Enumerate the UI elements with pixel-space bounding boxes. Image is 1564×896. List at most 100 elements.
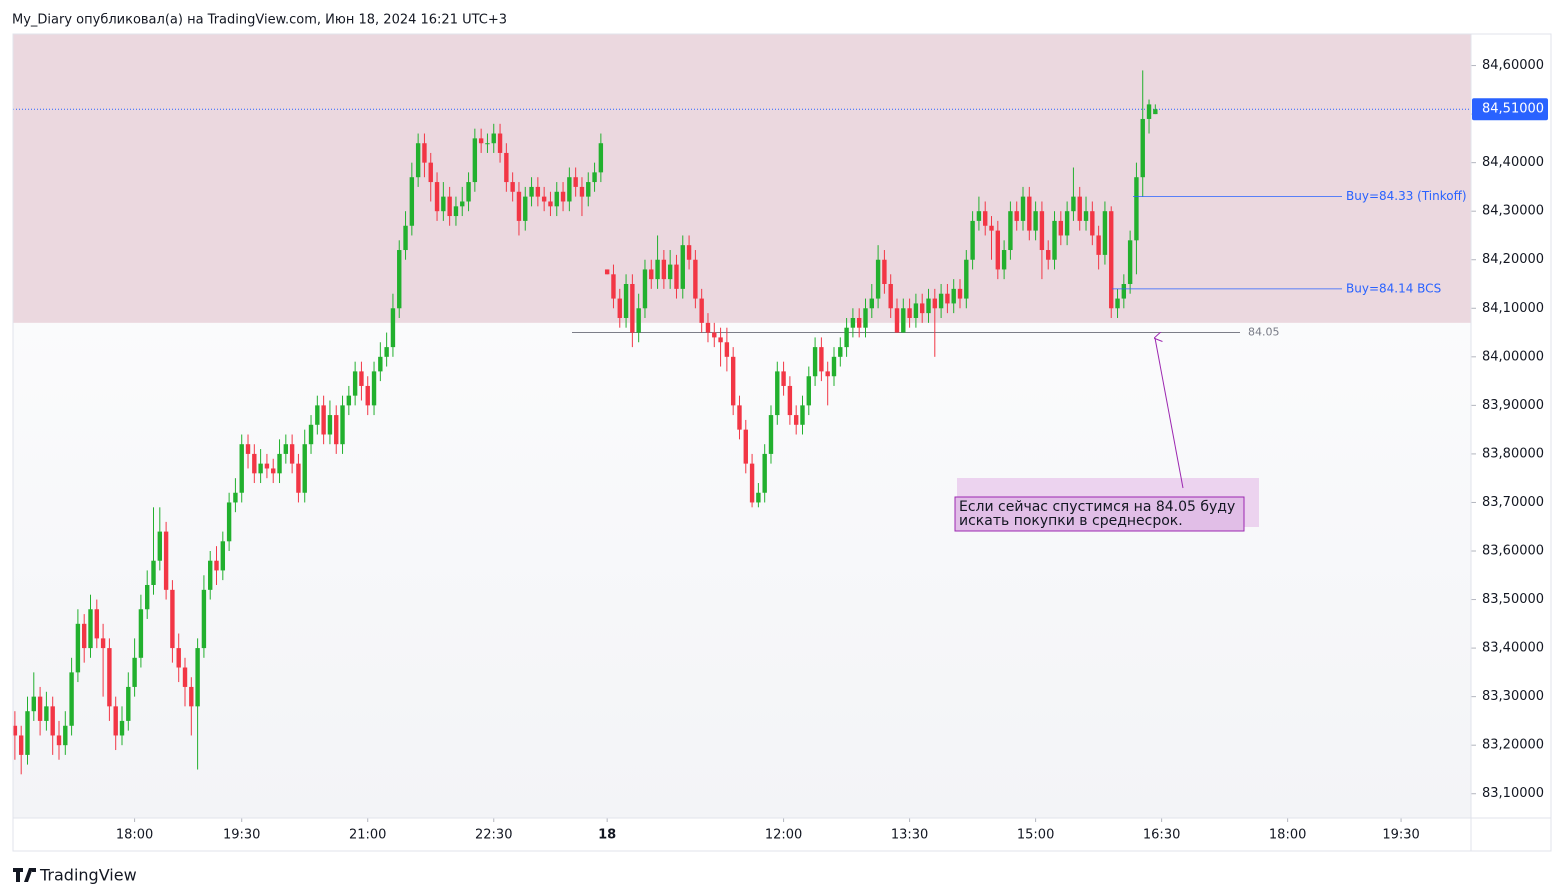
candle-body xyxy=(989,225,994,231)
candle-body xyxy=(453,206,459,217)
candle-body xyxy=(145,584,150,610)
candle-body xyxy=(831,356,837,377)
candle-body xyxy=(838,347,843,357)
y-tick-label: 83,20000 xyxy=(1482,738,1544,753)
candle-body xyxy=(126,686,131,721)
note-arrow xyxy=(1155,338,1184,489)
candle-body xyxy=(157,531,163,561)
candle-body xyxy=(1109,211,1114,309)
candle-body xyxy=(938,293,944,309)
candle-body xyxy=(712,332,717,338)
candle-body xyxy=(88,609,93,649)
candle-body xyxy=(554,191,559,207)
candle-body xyxy=(951,288,956,304)
candle-body xyxy=(970,220,975,260)
candle-body xyxy=(983,211,988,226)
footer-brand: TradingView xyxy=(39,866,137,885)
candle-body xyxy=(415,143,421,178)
header: My_Diary опубликовал(а) на TradingView.c… xyxy=(12,13,507,28)
candle-body xyxy=(384,347,389,357)
candle-body xyxy=(119,720,125,736)
candle-body xyxy=(315,405,320,425)
candle-body xyxy=(844,327,849,348)
candle-body xyxy=(888,284,893,309)
candle-body xyxy=(346,395,352,406)
candle-body xyxy=(699,298,704,323)
candle-body xyxy=(69,672,74,726)
logo xyxy=(13,868,36,882)
candle-body xyxy=(107,648,112,707)
candle-body xyxy=(1127,240,1133,285)
candle-body xyxy=(327,415,333,435)
candle-body xyxy=(661,259,667,280)
candle-body xyxy=(737,405,742,430)
candle-body xyxy=(686,245,692,260)
candle-body xyxy=(239,444,244,493)
x-tick-label: 19:30 xyxy=(1382,828,1419,843)
x-tick-label: 21:00 xyxy=(349,828,386,843)
candle-body xyxy=(1064,211,1070,236)
candle-body xyxy=(781,371,786,386)
candle-body xyxy=(592,172,597,183)
note-text: искать покупки в среднесрок. xyxy=(959,513,1183,529)
candle-body xyxy=(132,657,137,687)
candle-body xyxy=(573,177,578,187)
candle-body xyxy=(422,143,427,163)
candle-body xyxy=(340,405,345,445)
x-tick-label: 19:30 xyxy=(223,828,260,843)
candle-body xyxy=(81,623,87,649)
candle-body xyxy=(793,415,799,425)
x-tick-label: 18 xyxy=(598,828,616,843)
candle-body xyxy=(875,259,881,299)
candle-body xyxy=(403,225,408,251)
note-text: Если сейчас спустимся на 84.05 буду xyxy=(959,499,1235,515)
candle-body xyxy=(957,288,963,299)
y-tick-label: 83,80000 xyxy=(1482,446,1544,461)
candle-body xyxy=(472,138,478,183)
candle-body xyxy=(56,735,62,746)
candle-body xyxy=(182,667,188,687)
candle-body xyxy=(1153,109,1158,115)
candle-body xyxy=(1077,196,1082,221)
candle-body xyxy=(932,298,938,309)
candle-body xyxy=(31,696,36,712)
candle-body xyxy=(283,444,289,454)
candle-body xyxy=(907,308,912,318)
candle-body xyxy=(94,609,100,639)
candle-body xyxy=(44,706,49,721)
candle-body xyxy=(195,648,200,707)
candle-body xyxy=(567,177,572,202)
candle-body xyxy=(775,371,780,416)
candle-body xyxy=(277,453,282,474)
candle-body xyxy=(856,317,862,328)
candle-body xyxy=(1121,284,1127,299)
candle-body xyxy=(245,444,251,454)
candle-body xyxy=(1096,235,1101,255)
x-tick-label: 18:00 xyxy=(1269,828,1306,843)
candle-body xyxy=(1020,196,1026,221)
candle-body xyxy=(964,259,969,299)
y-tick-label: 84,10000 xyxy=(1482,301,1544,316)
candle-body xyxy=(604,269,610,275)
candle-body xyxy=(1102,211,1108,255)
candle-body xyxy=(894,308,900,333)
candle-body xyxy=(945,293,950,304)
y-tick-label: 83,10000 xyxy=(1482,786,1544,801)
candle-body xyxy=(497,133,503,153)
candle-body xyxy=(189,686,194,707)
candle-body xyxy=(296,463,301,493)
candle-body xyxy=(762,453,767,493)
x-tick-label: 18:00 xyxy=(116,828,153,843)
candle-body xyxy=(611,274,616,299)
candle-body xyxy=(252,453,257,474)
candle-body xyxy=(1134,177,1139,241)
candle-body xyxy=(901,308,906,333)
candle-body xyxy=(214,560,219,571)
last-price-tag xyxy=(1472,98,1548,121)
candle-body xyxy=(636,308,641,333)
candle-body xyxy=(730,356,736,406)
candle-body xyxy=(504,152,509,183)
candle-body xyxy=(289,444,295,464)
y-tick-label: 83,40000 xyxy=(1482,641,1544,656)
candle-body xyxy=(617,298,622,318)
